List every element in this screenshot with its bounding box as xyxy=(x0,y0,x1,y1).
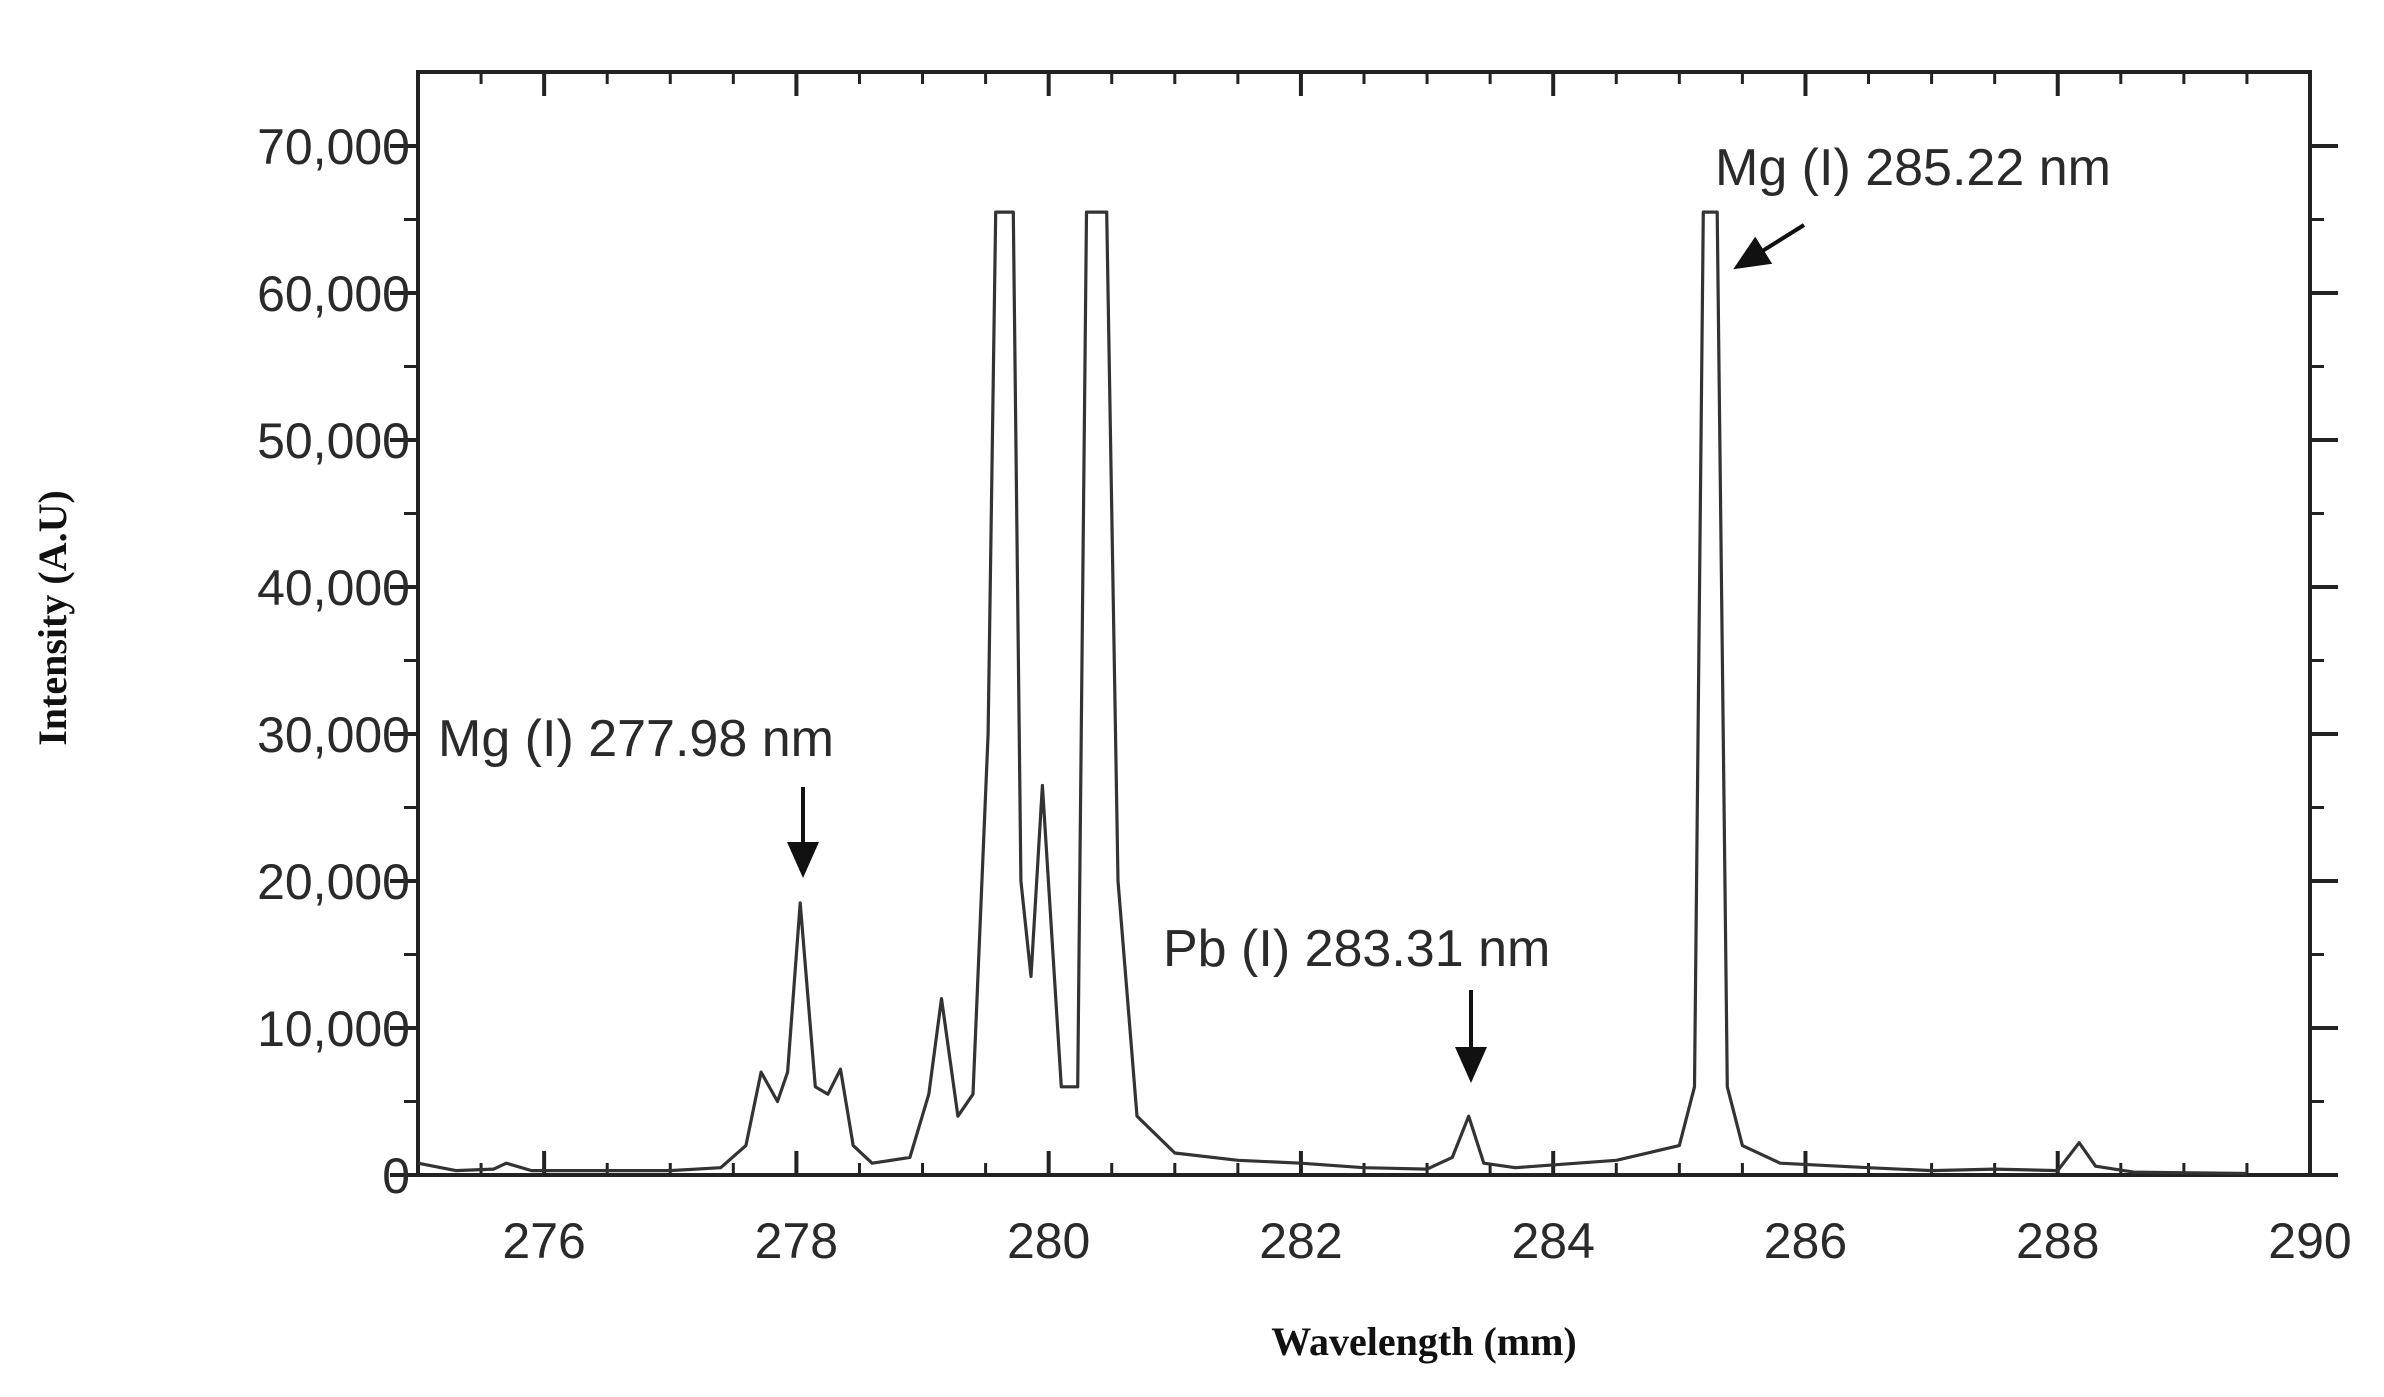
y-tick-label: 70,000 xyxy=(257,119,410,175)
x-tick-label: 278 xyxy=(755,1213,838,1269)
y-tick-label: 30,000 xyxy=(257,707,410,763)
spectrum-line xyxy=(417,210,2247,1176)
y-tick-label: 10,000 xyxy=(257,1001,410,1057)
peak-annotations: Mg (I) 277.98 nm Pb (I) 283.31 nm Mg (I)… xyxy=(438,139,2111,1083)
y-axis-label: Intensity (A.U) xyxy=(30,490,75,746)
x-tick-label: 286 xyxy=(1764,1213,1847,1269)
x-tick-label: 288 xyxy=(2016,1213,2099,1269)
x-tick-labels: 276 278 280 282 284 286 288 290 xyxy=(502,1213,2351,1269)
y-tick-label: 20,000 xyxy=(257,854,410,910)
y-tick-labels: 0 10,000 20,000 30,000 40,000 50,000 60,000 70,… xyxy=(257,119,410,1204)
annotation-mg-277: Mg (I) 277.98 nm xyxy=(438,710,834,768)
arrow-mg-285 xyxy=(1733,223,1806,270)
x-tick-label: 280 xyxy=(1007,1213,1090,1269)
x-tick-label: 290 xyxy=(2268,1213,2351,1269)
y-tick-label: 0 xyxy=(382,1148,410,1204)
y-tick-label: 50,000 xyxy=(257,413,410,469)
y-tick-label: 40,000 xyxy=(257,560,410,616)
annotation-pb-283: Pb (I) 283.31 nm xyxy=(1163,920,1550,978)
plot-frame xyxy=(416,70,2312,1177)
x-tick-label: 276 xyxy=(502,1213,585,1269)
x-tick-label: 284 xyxy=(1511,1213,1594,1269)
annotation-mg-285: Mg (I) 285.22 nm xyxy=(1715,139,2111,197)
x-tick-label: 282 xyxy=(1259,1213,1342,1269)
x-axis-label: Wavelength (mm) xyxy=(1271,1319,1577,1364)
y-tick-label: 60,000 xyxy=(257,266,410,322)
axis-ticks xyxy=(390,72,2338,1177)
